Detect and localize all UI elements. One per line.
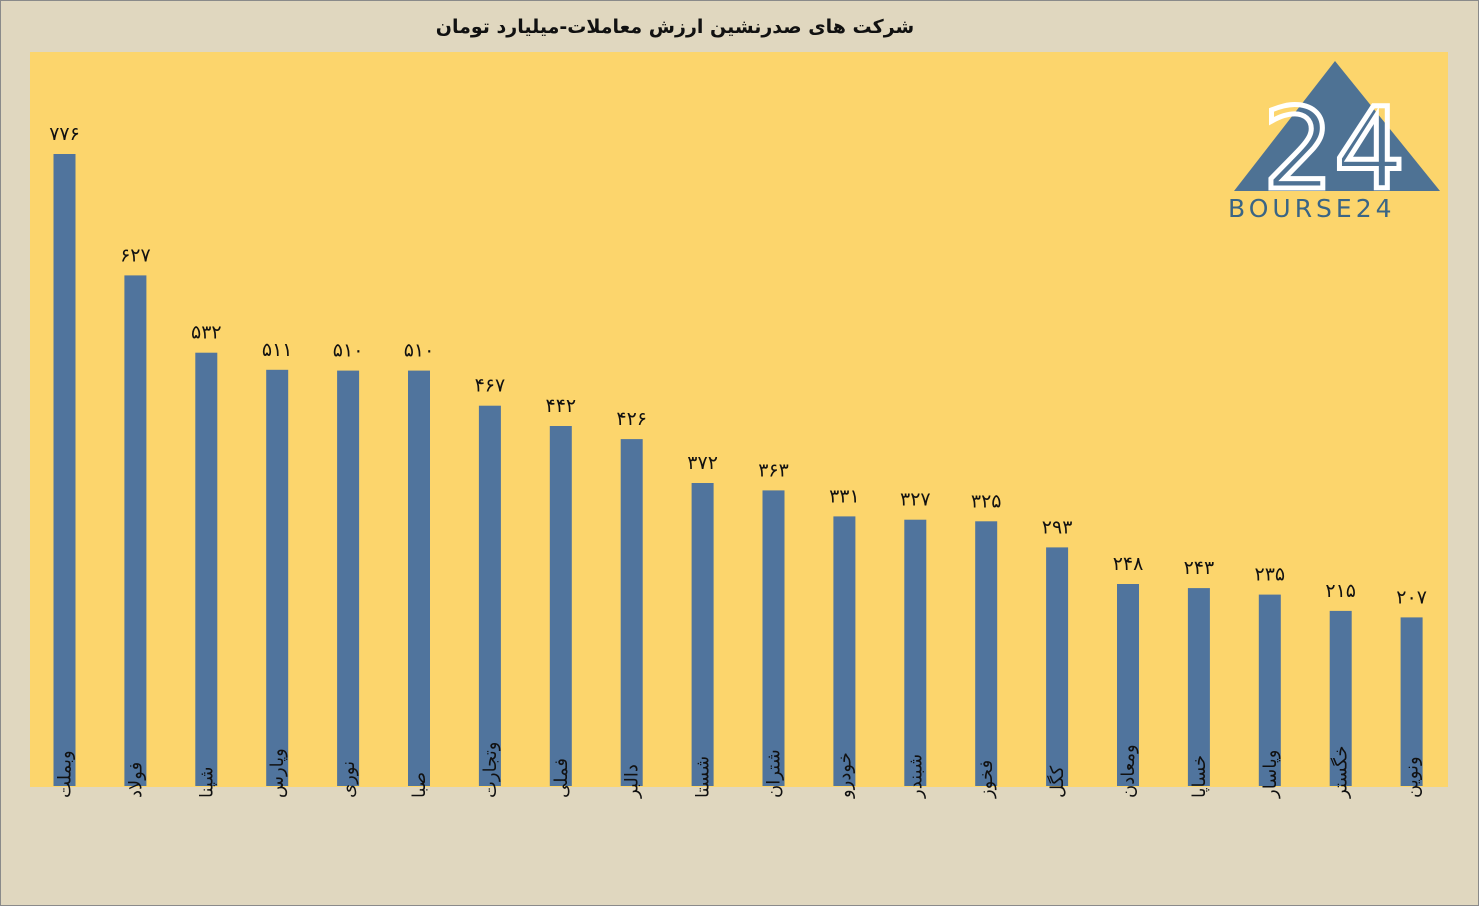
logo-text: BOURSE24: [1228, 194, 1396, 223]
category-label-4: نوری: [338, 761, 359, 798]
bars-layer: [53, 154, 1423, 786]
logo-numeral: 24: [1263, 85, 1406, 215]
category-label-17: وپاسار: [1260, 750, 1281, 799]
category-label-13: فخوز: [976, 760, 997, 799]
category-label-16: خساپا: [1189, 755, 1210, 798]
category-label-19: ونوین: [1402, 756, 1423, 798]
bar-17: [1258, 594, 1281, 786]
category-label-5: صبا: [409, 772, 430, 798]
bar-6: [478, 405, 501, 786]
bar-10: [762, 490, 785, 786]
category-label-14: کگل: [1046, 765, 1068, 798]
value-label-5: ۵۱۰: [404, 340, 435, 362]
category-label-0: وبملت: [55, 750, 76, 798]
value-label-14: ۲۹۳: [1042, 516, 1073, 538]
value-label-4: ۵۱۰: [333, 340, 364, 362]
category-label-2: شپنا: [196, 767, 217, 798]
value-label-6: ۴۶۷: [475, 375, 506, 397]
value-label-8: ۴۲۶: [616, 408, 647, 430]
value-label-17: ۲۳۵: [1254, 564, 1285, 586]
value-label-9: ۳۷۲: [687, 452, 718, 474]
bar-9: [691, 483, 714, 786]
logo-triangle: [1234, 61, 1440, 191]
value-label-2: ۵۳۲: [191, 322, 222, 344]
chart-title: شرکت های صدرنشین ارزش معاملات-میلیارد تو…: [435, 16, 915, 38]
value-label-10: ۳۶۳: [758, 459, 789, 481]
value-label-12: ۳۲۷: [900, 489, 931, 511]
category-label-11: خودرو: [834, 752, 855, 799]
bar-13: [975, 521, 998, 786]
value-label-3: ۵۱۱: [262, 339, 293, 361]
category-label-12: شبندر: [905, 754, 926, 799]
category-label-18: خگستر: [1330, 746, 1352, 800]
category-label-7: فملی: [551, 758, 572, 798]
value-label-1: ۶۲۷: [120, 244, 151, 266]
bar-0: [53, 154, 76, 786]
value-label-13: ۳۲۵: [971, 490, 1002, 512]
bar-8: [620, 439, 643, 786]
category-label-1: فولاد: [125, 762, 146, 798]
category-label-8: دالبر: [622, 764, 643, 799]
bar-1: [124, 275, 147, 786]
bar-7: [549, 426, 572, 786]
bar-12: [904, 519, 927, 786]
bar-15: [1117, 584, 1139, 786]
bar-14: [1046, 547, 1069, 786]
bar-3: [266, 369, 289, 786]
value-label-15: ۲۴۸: [1113, 553, 1144, 575]
value-labels-layer: ۷۷۶ ۶۲۷ ۵۳۲ ۵۱۱ ۵۱۰ ۵۱۰ ۴۶۷ ۴۴۲ ۴۲۶ ۳۷۲ ۳۶۳ ۳۳۱ ۳۲۷ ۳…: [49, 123, 1427, 608]
bar-5: [408, 370, 430, 786]
bar-2: [195, 352, 218, 786]
category-label-3: وپارس: [267, 748, 288, 798]
value-label-18: ۲۱۵: [1325, 580, 1356, 602]
category-label-15: ومعادن: [1118, 744, 1139, 798]
value-label-19: ۲۰۷: [1396, 586, 1427, 608]
value-label-7: ۴۴۲: [545, 395, 576, 417]
bar-18: [1329, 610, 1352, 786]
value-label-16: ۲۴۳: [1184, 557, 1215, 579]
category-label-9: شستا: [693, 756, 714, 798]
bar-16: [1187, 588, 1210, 786]
bar-4: [337, 370, 360, 786]
value-label-0: ۷۷۶: [49, 123, 80, 145]
category-label-6: وتجارت: [480, 742, 501, 798]
value-label-11: ۳۳۱: [829, 485, 860, 507]
bar-19: [1400, 617, 1423, 786]
bourse24-logo: 24: [1234, 61, 1440, 218]
category-label-10: شتران: [764, 749, 785, 798]
category-labels-layer: وبملت فولاد شپنا وپارس نوری صبا وتجارت فملی دالب…: [55, 742, 1423, 799]
bar-11: [833, 516, 856, 786]
